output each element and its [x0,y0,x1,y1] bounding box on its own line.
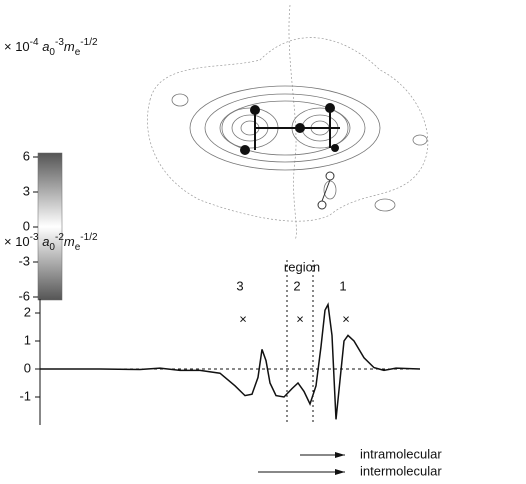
tick-label: 0 [24,360,31,375]
curve [40,302,421,420]
tick-label: 1 [24,332,31,347]
tick-label: 3 [23,183,30,198]
colorbar-unit: × 10-4 a0-3me-1/2 [4,37,98,58]
tick-label: 0 [23,218,30,233]
tick-label: 2 [24,304,31,319]
region-label: 2 [293,278,300,293]
tick-label: -1 [19,388,31,403]
region-label: 1 [339,278,346,293]
colorbar [37,152,63,301]
plot-unit: × 10-3 a0-2me-1/2 [4,232,98,253]
arrow-label: intramolecular [360,446,442,461]
region-marker: × [296,311,304,326]
tick-label: -6 [18,288,30,303]
contour-map [147,4,429,241]
region-marker: × [239,311,247,326]
region-marker: × [342,311,350,326]
tick-label: 6 [23,148,30,163]
arrow-label: intermolecular [360,463,442,478]
tick-label: -3 [18,253,30,268]
region-title: region [284,259,320,274]
region-label: 3 [236,278,243,293]
